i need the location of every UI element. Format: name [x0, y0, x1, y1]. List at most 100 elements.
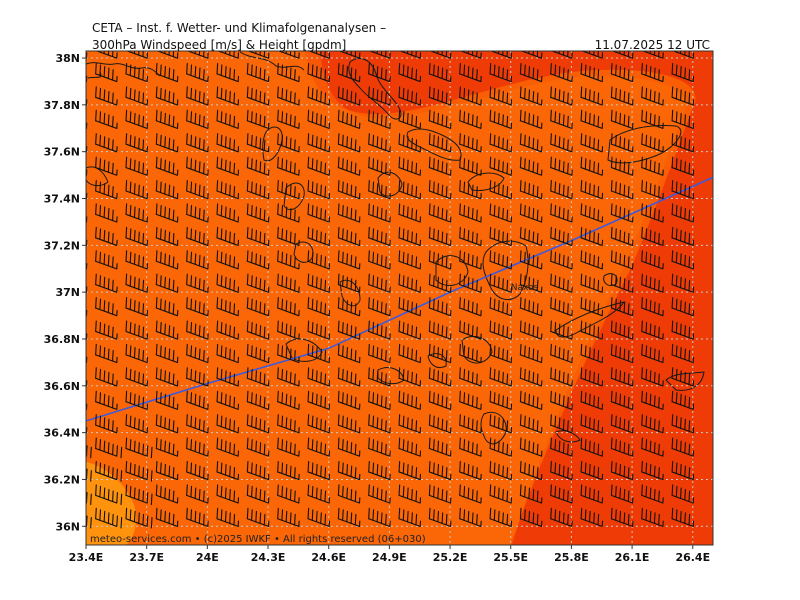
- wind-barb: [550, 180, 573, 200]
- wind-barb: [246, 343, 270, 364]
- wind-barb: [550, 484, 573, 504]
- wind-barb: [86, 122, 88, 129]
- wind-barb: [459, 414, 482, 434]
- wind-barb: [671, 273, 695, 293]
- wind-barb: [216, 86, 240, 106]
- wind-barb: [428, 226, 452, 247]
- wind-barb: [186, 109, 209, 129]
- wind-barb: [398, 343, 422, 364]
- lon-tick-label: 24.9E: [372, 551, 407, 564]
- wind-barb: [246, 156, 270, 176]
- map-frame: [85, 50, 714, 546]
- lat-tick-label: 36.4N: [44, 427, 80, 440]
- coast-euboea: [239, 51, 305, 71]
- wind-barb: [580, 250, 604, 270]
- wind-barb: [125, 484, 153, 506]
- wind-barb: [368, 343, 391, 364]
- wind-barb: [307, 86, 331, 106]
- wind-barb: [307, 367, 331, 387]
- wind-barb: [398, 390, 422, 410]
- wind-barb: [125, 414, 148, 434]
- height-contour-line: [86, 176, 713, 422]
- wind-barb: [489, 367, 513, 387]
- wind-barb: [307, 390, 331, 410]
- wind-barb: [216, 390, 240, 410]
- valid-time: 11.07.2025 12 UTC: [594, 38, 710, 52]
- wind-barb: [398, 484, 422, 504]
- wind-barb: [459, 133, 482, 153]
- wind-barb: [246, 86, 270, 106]
- wind-barb: [398, 437, 422, 457]
- wind-barb: [398, 156, 422, 176]
- coast-sikinos: [427, 353, 447, 369]
- wind-barb: [247, 51, 270, 59]
- wind-barb: [428, 180, 452, 200]
- wind-barb: [155, 250, 179, 270]
- wind-barb: [277, 273, 300, 293]
- wind-barb: [519, 390, 543, 410]
- wind-barb: [459, 62, 482, 83]
- wind-barb: [459, 180, 482, 200]
- wind-barb: [671, 203, 695, 223]
- wind-barb: [86, 286, 88, 293]
- wind-barb: [428, 109, 452, 129]
- wind-barb: [550, 156, 573, 176]
- wind-barb: [671, 484, 695, 504]
- lon-tick-label: 25.2E: [433, 551, 468, 564]
- wind-barb: [277, 86, 300, 106]
- lat-tick-label: 36N: [55, 520, 80, 533]
- wind-barb: [155, 156, 179, 176]
- coast-sifnos: [339, 279, 361, 307]
- wind-barb: [489, 180, 513, 200]
- wind-barb: [610, 250, 634, 270]
- wind-barb: [95, 484, 123, 506]
- wind-barb: [489, 203, 513, 223]
- wind-barb: [641, 320, 664, 340]
- wind-barb: [398, 180, 422, 200]
- wind-barbs: [86, 51, 695, 529]
- wind-barb: [277, 437, 300, 457]
- wind-barb: [610, 226, 634, 247]
- lat-lon-grid: [86, 51, 713, 545]
- wind-barb: [155, 320, 179, 340]
- wind-barb: [489, 507, 513, 527]
- wind-barb: [489, 484, 513, 504]
- wind-barb: [186, 180, 209, 200]
- wind-barb: [95, 297, 118, 317]
- wind-barb: [550, 320, 573, 340]
- wind-barb: [489, 320, 513, 340]
- wind-barb: [246, 273, 270, 293]
- wind-barb: [459, 226, 482, 247]
- wind-barb: [368, 203, 391, 223]
- wind-barb: [277, 156, 300, 176]
- wind-barb: [519, 367, 543, 387]
- wind-barb: [641, 437, 664, 457]
- wind-barb: [368, 390, 391, 410]
- lon-tick-label: 23.7E: [129, 551, 164, 564]
- wind-barb: [307, 273, 331, 293]
- wind-barb: [671, 507, 695, 527]
- wind-barb: [125, 460, 153, 482]
- wind-barb: [246, 297, 270, 317]
- coast-mykonos: [467, 172, 505, 191]
- wind-barb: [155, 109, 179, 129]
- wind-barb: [86, 52, 88, 59]
- wind-barb: [216, 414, 240, 434]
- wind-barb: [489, 437, 513, 457]
- wind-barb: [95, 250, 118, 270]
- wind-barb: [610, 437, 634, 457]
- wind-barb: [641, 250, 664, 270]
- wind-barb: [216, 156, 240, 176]
- wind-barb: [307, 297, 331, 317]
- wind-barb: [186, 507, 209, 527]
- wind-barb: [459, 250, 482, 270]
- wind-barb: [125, 86, 148, 106]
- wind-barb: [610, 203, 634, 223]
- wind-barb: [337, 86, 361, 106]
- lat-tick-label: 37.6N: [44, 146, 80, 159]
- wind-barb: [307, 437, 331, 457]
- wind-barb: [86, 99, 88, 106]
- wind-barb: [610, 390, 634, 410]
- wind-barb: [428, 367, 452, 387]
- wind-barb: [398, 203, 422, 223]
